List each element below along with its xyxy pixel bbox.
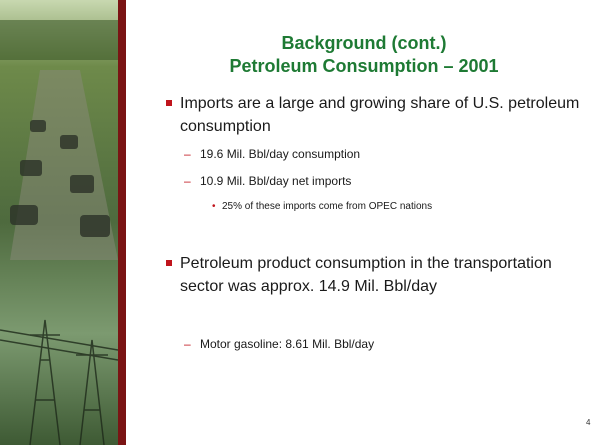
bullet: Imports are a large and growing share of…: [180, 92, 580, 138]
slide: Background (cont.) Petroleum Consumption…: [0, 0, 602, 445]
bullet-text: 19.6 Mil. Bbl/day consumption: [200, 147, 360, 161]
bullet-text: 25% of these imports come from OPEC nati…: [222, 201, 432, 212]
bullet-text: Motor gasoline: 8.61 Mil. Bbl/day: [200, 337, 374, 351]
side-photo: [0, 0, 118, 445]
accent-bar: [118, 0, 126, 445]
bullet-text: 10.9 Mil. Bbl/day net imports: [200, 174, 351, 188]
bullet: Petroleum product consumption in the tra…: [180, 252, 580, 298]
page-number: 4: [586, 418, 590, 427]
bullet-text: Petroleum product consumption in the tra…: [180, 255, 552, 295]
sub-bullet: –10.9 Mil. Bbl/day net imports: [200, 174, 351, 188]
sub-bullet: –19.6 Mil. Bbl/day consumption: [200, 147, 360, 161]
sub-bullet: –Motor gasoline: 8.61 Mil. Bbl/day: [200, 337, 374, 351]
slide-title: Petroleum Consumption – 2001: [126, 55, 602, 77]
slide-title: Background (cont.): [126, 32, 602, 54]
bullet-text: Imports are a large and growing share of…: [180, 95, 579, 135]
sub-sub-bullet: •25% of these imports come from OPEC nat…: [222, 201, 432, 212]
